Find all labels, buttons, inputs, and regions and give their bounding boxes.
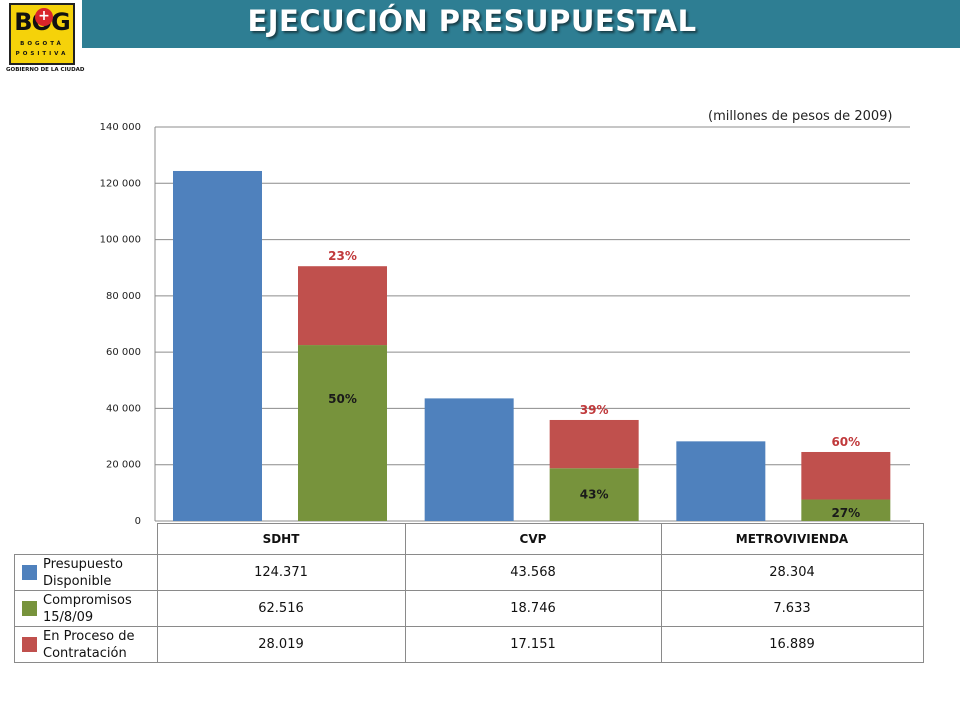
table-cell: 17.151 <box>404 626 662 663</box>
bar-compromisos-cvp <box>549 468 639 521</box>
y-tick-label: 100 000 <box>100 235 141 246</box>
legend-swatch-red <box>22 637 37 652</box>
table-cell: 28.304 <box>660 554 924 591</box>
bar-compromisos-metrovivienda <box>801 499 891 521</box>
logo-sub-2: POSITIVA <box>15 51 69 57</box>
bar-compromisos-sdht <box>298 345 387 521</box>
logo-plus-icon: + <box>35 8 53 26</box>
row-label: Presupuesto Disponible <box>43 556 123 589</box>
data-label-compromisos-pct: 43% <box>580 488 609 502</box>
y-tick-label: 40 000 <box>106 403 141 414</box>
data-label-compromisos-pct: 50% <box>328 392 357 406</box>
data-label-proceso-pct: 39% <box>580 403 609 417</box>
table-header-cvp: CVP <box>404 523 662 555</box>
table-row: Compromisos 15/8/09 62.516 18.746 7.633 <box>14 590 924 627</box>
table-cell: 43.568 <box>404 554 662 591</box>
bogota-positiva-logo: BOG + BOGOTÁ POSITIVA GOBIERNO DE LA CIU… <box>6 2 85 78</box>
table-row: En Proceso de Contratación 28.019 17.151… <box>14 626 924 663</box>
title-bar: EJECUCIÓN PRESUPUESTAL <box>82 0 960 48</box>
table-header-row: SDHT CVP METROVIVIENDA <box>14 523 924 555</box>
table-corner <box>14 523 158 555</box>
table-header-sdht: SDHT <box>156 523 406 555</box>
y-tick-label: 80 000 <box>106 291 141 302</box>
bar-proceso-sdht <box>298 266 387 346</box>
data-label-proceso-pct: 60% <box>831 435 860 449</box>
table-cell: 18.746 <box>404 590 662 627</box>
legend-proceso: En Proceso de Contratación <box>14 626 158 663</box>
y-tick-label: 0 <box>135 516 141 527</box>
table-row: Presupuesto Disponible 124.371 43.568 28… <box>14 554 924 591</box>
legend-swatch-blue <box>22 565 37 580</box>
bar-presupuesto-sdht <box>173 170 262 521</box>
table-header-metrovivienda: METROVIVIENDA <box>660 523 924 555</box>
row-label: En Proceso de Contratación <box>43 628 135 661</box>
row-label: Compromisos 15/8/09 <box>43 592 132 625</box>
data-label-compromisos-pct: 27% <box>831 506 860 520</box>
table-cell: 28.019 <box>156 626 406 663</box>
bar-proceso-metrovivienda <box>801 451 891 500</box>
y-tick-label: 120 000 <box>100 178 141 189</box>
units-note: (millones de pesos de 2009) <box>708 109 893 124</box>
bar-proceso-cvp <box>549 419 639 469</box>
y-tick-label: 20 000 <box>106 460 141 471</box>
legend-presupuesto: Presupuesto Disponible <box>14 554 158 591</box>
y-tick-label: 140 000 <box>100 122 141 133</box>
table-cell: 7.633 <box>660 590 924 627</box>
logo-badge: BOG + BOGOTÁ POSITIVA <box>9 3 75 65</box>
table-cell: 16.889 <box>660 626 924 663</box>
y-tick-label: 60 000 <box>106 347 141 358</box>
legend-swatch-green <box>22 601 37 616</box>
page-title: EJECUCIÓN PRESUPUESTAL <box>247 4 697 38</box>
logo-footer-text: GOBIERNO DE LA CIUDAD <box>6 67 85 73</box>
bar-presupuesto-metrovivienda <box>676 441 766 521</box>
data-table: SDHT CVP METROVIVIENDA Presupuesto Dispo… <box>14 523 924 663</box>
table-cell: 124.371 <box>156 554 406 591</box>
table-cell: 62.516 <box>156 590 406 627</box>
logo-sub-1: BOGOTÁ <box>20 41 64 47</box>
data-label-proceso-pct: 23% <box>328 249 357 263</box>
legend-compromisos: Compromisos 15/8/09 <box>14 590 158 627</box>
bar-presupuesto-cvp <box>424 398 514 521</box>
